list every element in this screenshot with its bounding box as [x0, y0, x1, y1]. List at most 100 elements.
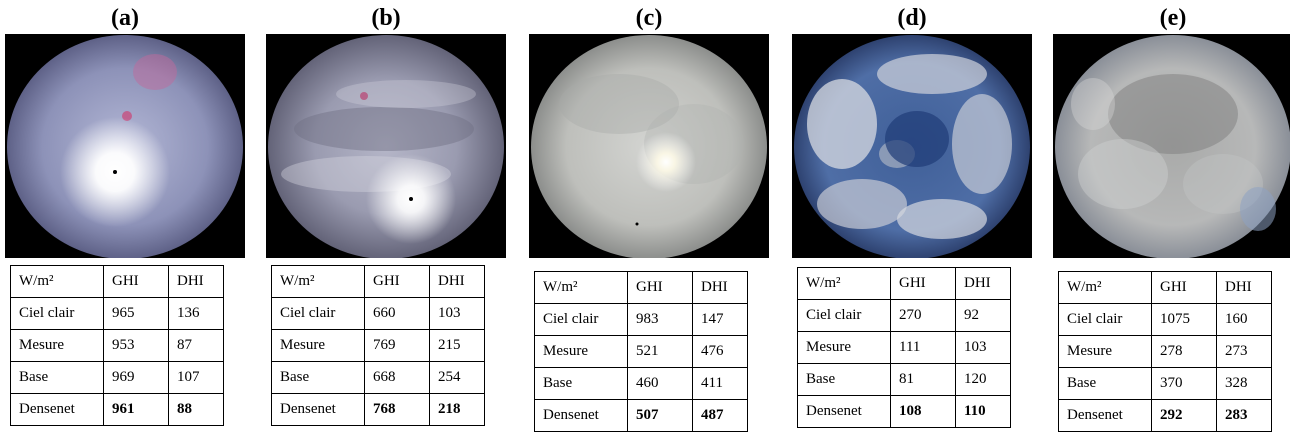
- ghi-value: 111: [890, 331, 956, 364]
- ghi-value: 668: [364, 361, 430, 394]
- irradiance-table: W/m² GHI DHI Ciel clair 965 136 Mesure 9…: [10, 265, 224, 426]
- row-label: Ciel clair: [534, 303, 628, 336]
- row-label: Mesure: [797, 331, 891, 364]
- ghi-value: 370: [1151, 367, 1217, 400]
- row-label: Densenet: [271, 393, 365, 426]
- dhi-value: 254: [429, 361, 485, 394]
- panel-label: (b): [371, 5, 401, 31]
- row-label: Densenet: [10, 393, 104, 426]
- row-label: Ciel clair: [271, 297, 365, 330]
- ghi-value: 660: [364, 297, 430, 330]
- header-dhi: DHI: [168, 265, 224, 298]
- table-header-row: W/m² GHI DHI: [797, 267, 1011, 300]
- dhi-value: 411: [692, 367, 748, 400]
- table-row: Mesure 953 87: [10, 329, 224, 362]
- dhi-value: 160: [1216, 303, 1272, 336]
- header-ghi: GHI: [364, 265, 430, 298]
- table-row: Mesure 521 476: [534, 335, 748, 368]
- ghi-value: 965: [103, 297, 169, 330]
- ghi-value: 81: [890, 363, 956, 396]
- header-ghi: GHI: [890, 267, 956, 300]
- row-label: Mesure: [534, 335, 628, 368]
- header-dhi: DHI: [692, 271, 748, 304]
- dhi-value: 92: [955, 299, 1011, 332]
- table-header-row: W/m² GHI DHI: [1058, 271, 1272, 304]
- irradiance-table: W/m² GHI DHI Ciel clair 1075 160 Mesure …: [1058, 271, 1272, 432]
- table-row: Base 969 107: [10, 361, 224, 394]
- table-row: Ciel clair 983 147: [534, 303, 748, 336]
- dhi-value: 487: [692, 399, 748, 432]
- sky-image: [5, 34, 245, 258]
- header-unit: W/m²: [271, 265, 365, 298]
- header-unit: W/m²: [10, 265, 104, 298]
- dhi-value: 103: [429, 297, 485, 330]
- header-unit: W/m²: [1058, 271, 1152, 304]
- header-ghi: GHI: [103, 265, 169, 298]
- dhi-value: 88: [168, 393, 224, 426]
- ghi-value: 270: [890, 299, 956, 332]
- header-unit: W/m²: [797, 267, 891, 300]
- dhi-value: 218: [429, 393, 485, 426]
- header-dhi: DHI: [1216, 271, 1272, 304]
- irradiance-table: W/m² GHI DHI Ciel clair 983 147 Mesure 5…: [534, 271, 748, 432]
- dhi-value: 103: [955, 331, 1011, 364]
- dhi-value: 107: [168, 361, 224, 394]
- row-label: Base: [534, 367, 628, 400]
- irradiance-table: W/m² GHI DHI Ciel clair 660 103 Mesure 7…: [271, 265, 485, 426]
- ghi-value: 953: [103, 329, 169, 362]
- ghi-value: 108: [890, 395, 956, 428]
- row-label: Densenet: [534, 399, 628, 432]
- header-ghi: GHI: [627, 271, 693, 304]
- table-row: Mesure 111 103: [797, 331, 1011, 364]
- row-label: Mesure: [1058, 335, 1152, 368]
- ghi-value: 292: [1151, 399, 1217, 432]
- dhi-value: 328: [1216, 367, 1272, 400]
- table-row: Densenet 961 88: [10, 393, 224, 426]
- table-row: Base 668 254: [271, 361, 485, 394]
- row-label: Base: [10, 361, 104, 394]
- header-ghi: GHI: [1151, 271, 1217, 304]
- table-row: Densenet 768 218: [271, 393, 485, 426]
- table-header-row: W/m² GHI DHI: [271, 265, 485, 298]
- header-dhi: DHI: [429, 265, 485, 298]
- table-row: Base 370 328: [1058, 367, 1272, 400]
- panel-label: (d): [897, 5, 927, 31]
- ghi-value: 769: [364, 329, 430, 362]
- ghi-value: 278: [1151, 335, 1217, 368]
- irradiance-table: W/m² GHI DHI Ciel clair 270 92 Mesure 11…: [797, 267, 1011, 428]
- dhi-value: 87: [168, 329, 224, 362]
- row-label: Base: [1058, 367, 1152, 400]
- sky-image: [1053, 34, 1290, 258]
- ghi-value: 961: [103, 393, 169, 426]
- sky-image: [792, 34, 1032, 258]
- row-label: Base: [797, 363, 891, 396]
- table-row: Ciel clair 1075 160: [1058, 303, 1272, 336]
- table-row: Ciel clair 270 92: [797, 299, 1011, 332]
- ghi-value: 983: [627, 303, 693, 336]
- row-label: Ciel clair: [1058, 303, 1152, 336]
- sky-image: [266, 34, 506, 258]
- panel-label: (c): [635, 5, 663, 31]
- dhi-value: 110: [955, 395, 1011, 428]
- table-row: Ciel clair 660 103: [271, 297, 485, 330]
- table-row: Densenet 292 283: [1058, 399, 1272, 432]
- ghi-value: 768: [364, 393, 430, 426]
- dhi-value: 476: [692, 335, 748, 368]
- table-row: Densenet 108 110: [797, 395, 1011, 428]
- ghi-value: 969: [103, 361, 169, 394]
- row-label: Densenet: [1058, 399, 1152, 432]
- row-label: Mesure: [271, 329, 365, 362]
- table-row: Base 81 120: [797, 363, 1011, 396]
- dhi-value: 120: [955, 363, 1011, 396]
- sky-image: [529, 34, 769, 258]
- row-label: Densenet: [797, 395, 891, 428]
- dhi-value: 283: [1216, 399, 1272, 432]
- header-dhi: DHI: [955, 267, 1011, 300]
- table-row: Ciel clair 965 136: [10, 297, 224, 330]
- table-row: Base 460 411: [534, 367, 748, 400]
- table-row: Densenet 507 487: [534, 399, 748, 432]
- row-label: Ciel clair: [797, 299, 891, 332]
- row-label: Ciel clair: [10, 297, 104, 330]
- dhi-value: 273: [1216, 335, 1272, 368]
- dhi-value: 215: [429, 329, 485, 362]
